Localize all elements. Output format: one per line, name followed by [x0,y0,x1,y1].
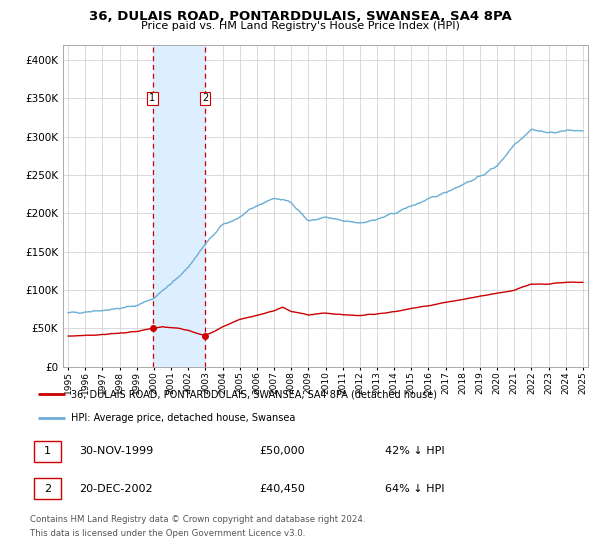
Text: 42% ↓ HPI: 42% ↓ HPI [385,446,445,456]
Text: £40,450: £40,450 [259,484,305,494]
Text: 1: 1 [149,94,155,104]
Text: Contains HM Land Registry data © Crown copyright and database right 2024.: Contains HM Land Registry data © Crown c… [30,515,365,524]
Text: £50,000: £50,000 [259,446,305,456]
Text: This data is licensed under the Open Government Licence v3.0.: This data is licensed under the Open Gov… [30,529,305,538]
Text: HPI: Average price, detached house, Swansea: HPI: Average price, detached house, Swan… [71,413,295,423]
Text: 1: 1 [44,446,51,456]
Text: 64% ↓ HPI: 64% ↓ HPI [385,484,445,494]
Text: 20-DEC-2002: 20-DEC-2002 [79,484,153,494]
Text: 30-NOV-1999: 30-NOV-1999 [79,446,154,456]
Bar [152,45,205,367]
FancyBboxPatch shape [34,441,61,462]
Text: 36, DULAIS ROAD, PONTARDDULAIS, SWANSEA, SA4 8PA (detached house): 36, DULAIS ROAD, PONTARDDULAIS, SWANSEA,… [71,389,437,399]
Text: Price paid vs. HM Land Registry's House Price Index (HPI): Price paid vs. HM Land Registry's House … [140,21,460,31]
Text: 36, DULAIS ROAD, PONTARDDULAIS, SWANSEA, SA4 8PA: 36, DULAIS ROAD, PONTARDDULAIS, SWANSEA,… [89,10,511,23]
Text: 2: 2 [202,94,209,104]
Text: 2: 2 [44,484,51,494]
FancyBboxPatch shape [34,478,61,500]
